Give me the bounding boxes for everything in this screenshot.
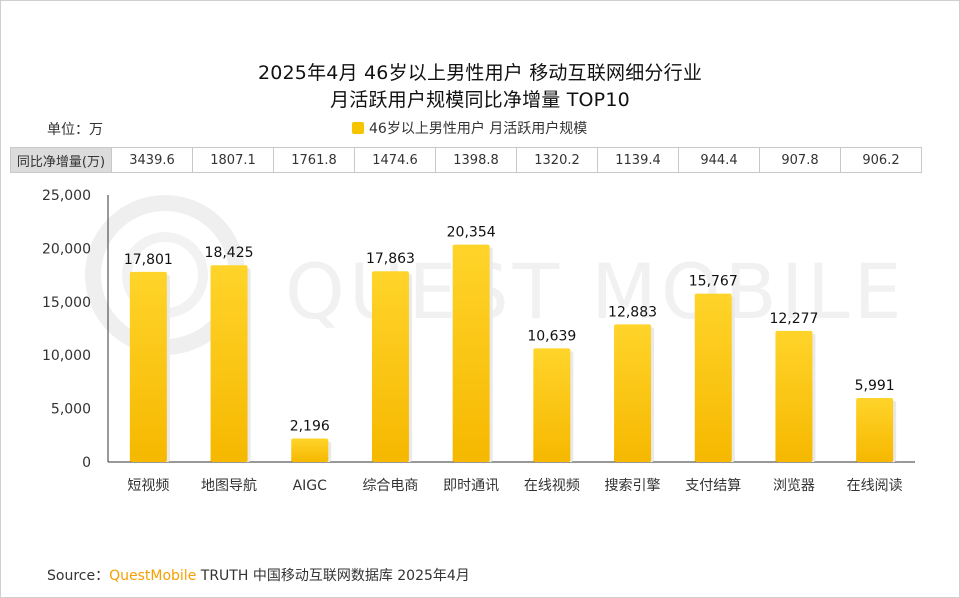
bar [210,265,248,462]
label-layer: 17,801 短视频 18,425 地图导航 2,196 AIGC 17,863 综合电商 20… [124,225,903,494]
y-tick-label: 0 [82,455,91,471]
bar-value-label: 12,883 [608,304,657,320]
legend-label: 46岁以上男性用户 月活跃用户规模 [369,121,588,137]
x-tick-label: 地图导航 [201,478,257,494]
chart-title-line1: 2025年4月 46岁以上男性用户 移动互联网细分行业 [257,62,703,84]
bar [452,244,490,462]
yoy-value: 3439.6 [111,147,193,173]
x-tick-label: 浏览器 [773,478,815,494]
bar [614,324,652,462]
yoy-table: 同比净增量(万) 3439.6 1807.1 1761.8 1474.6 139… [10,147,922,173]
bar-value-label: 2,196 [290,419,330,435]
legend-swatch [352,122,364,134]
yoy-value: 906.2 [840,147,922,173]
yoy-value: 1320.2 [516,147,598,173]
x-tick-label: 短视频 [127,478,169,494]
unit-label: 单位：万 [47,122,103,138]
x-tick-label: AIGC [293,478,328,494]
legend: 46岁以上男性用户 月活跃用户规模 [352,118,587,138]
bar-layer [129,244,897,462]
x-tick-label: 搜索引擎 [605,477,661,494]
bar [129,271,167,462]
bar-value-label: 17,863 [366,251,415,267]
axis-layer: 0 5,000 10,000 15,000 20,000 25,000 [42,188,915,471]
bar [856,398,894,462]
bar-value-label: 18,425 [205,245,254,261]
y-tick-label: 15,000 [42,295,91,311]
bar [371,271,409,462]
yoy-value: 1474.6 [354,147,436,173]
source-rest: TRUTH 中国移动互联网数据库 2025年4月 [196,568,470,584]
bar [694,293,732,462]
bar-value-label: 12,277 [769,311,818,327]
x-tick-label: 在线视频 [524,478,580,494]
bar-value-label: 5,991 [855,378,895,394]
source-brand: QuestMobile [109,568,197,584]
bar [533,348,571,462]
x-tick-label: 即时通讯 [443,478,499,494]
bar [775,330,813,462]
yoy-value: 1807.1 [192,147,274,173]
y-tick-label: 25,000 [42,188,91,204]
yoy-row: 同比净增量(万) 3439.6 1807.1 1761.8 1474.6 139… [10,147,922,173]
yoy-value: 1761.8 [273,147,355,173]
x-tick-label: 综合电商 [362,478,418,494]
bar-value-label: 15,767 [689,274,738,290]
yoy-header: 同比净增量(万) [10,147,112,173]
y-tick-label: 20,000 [42,241,91,257]
bar-value-label: 10,639 [527,328,576,344]
source-prefix: Source： [47,568,110,584]
bar-value-label: 20,354 [447,225,496,241]
yoy-value: 1139.4 [597,147,679,173]
source-note: Source：QuestMobile TRUTH 中国移动互联网数据库 2025… [47,565,470,585]
bar-value-label: 17,801 [124,252,173,268]
x-tick-label: 在线阅读 [847,477,903,494]
bar [291,438,329,462]
chart-title-line2: 月活跃用户规模同比净增量 TOP10 [330,89,630,111]
y-tick-label: 5,000 [51,402,91,418]
x-tick-label: 支付结算 [685,478,741,494]
yoy-value: 907.8 [759,147,841,173]
yoy-value: 1398.8 [435,147,517,173]
y-tick-label: 10,000 [42,348,91,364]
